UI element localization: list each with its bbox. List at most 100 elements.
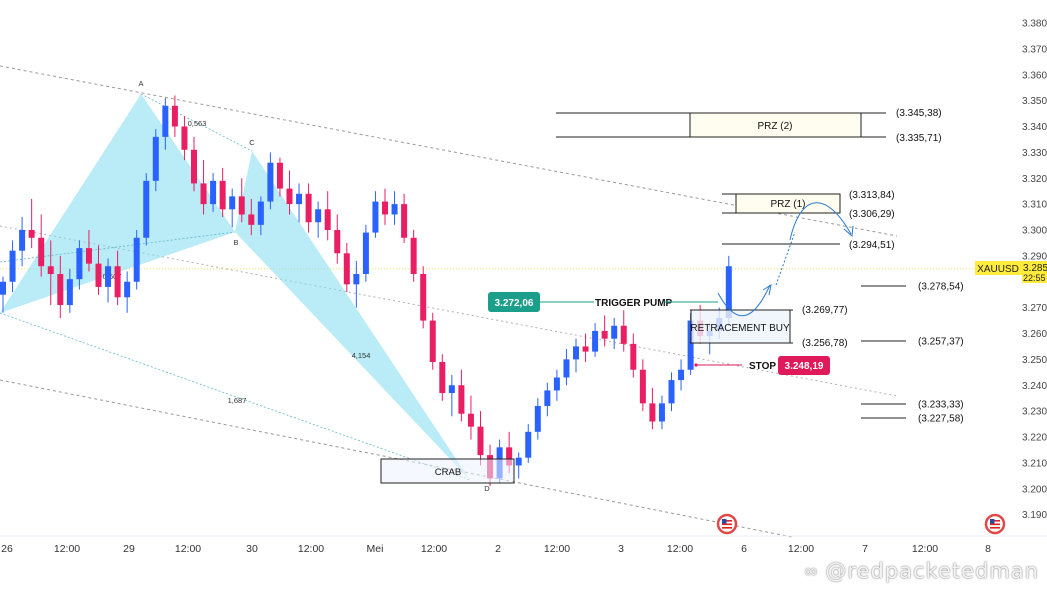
candle-body xyxy=(105,266,112,287)
pattern-ac-line xyxy=(140,93,253,152)
candle-body xyxy=(429,320,436,362)
candle-body xyxy=(525,431,532,458)
us-flag-icon xyxy=(990,527,1000,529)
right-level-price: (3.233,33) xyxy=(918,400,964,411)
y-tick-label: 3.290 xyxy=(1022,251,1047,262)
x-tick-label: 12:00 xyxy=(298,543,324,555)
candle-body xyxy=(553,377,560,391)
x-tick-label: 12:00 xyxy=(667,543,693,555)
x-tick-label: Mei xyxy=(367,543,384,555)
weibo-swirl-icon: ∞ xyxy=(803,560,820,582)
pattern-bcd-triangle xyxy=(235,151,470,480)
x-tick-label: 26 xyxy=(1,543,13,555)
candle-body xyxy=(47,266,54,274)
y-tick-label: 3.370 xyxy=(1022,44,1047,55)
y-tick-label: 3.360 xyxy=(1022,70,1047,81)
watermark-text: @redpacketedman xyxy=(825,559,1039,583)
crab-box xyxy=(380,458,515,484)
x-tick-label: 8 xyxy=(985,543,991,555)
candle-body xyxy=(678,369,685,381)
candle-body xyxy=(334,230,341,254)
trigger-price-tag xyxy=(488,292,540,312)
trigger-label: TRIGGER PUMP xyxy=(595,298,673,309)
us-flag-icon xyxy=(990,523,1000,526)
candle-body xyxy=(286,188,293,205)
candle-body xyxy=(276,162,283,189)
y-tick-label: 3.350 xyxy=(1022,96,1047,107)
candle-body xyxy=(467,413,474,427)
prz2-box xyxy=(689,112,862,138)
pattern-ratio-label: 4,154 xyxy=(352,351,371,360)
channel-upper-line xyxy=(0,65,898,237)
x-tick-label: 12:00 xyxy=(54,543,80,555)
right-level-price: (3.227,58) xyxy=(918,414,964,425)
projection-dip-path xyxy=(717,284,771,317)
candle-body xyxy=(133,237,140,282)
pattern-xd-line xyxy=(0,312,471,481)
candle-body xyxy=(66,279,73,306)
candle-body xyxy=(658,403,665,422)
candle-body xyxy=(76,248,83,280)
x-tick-label: 6 xyxy=(741,543,747,555)
candle-body xyxy=(210,180,217,205)
y-tick-label: 3.240 xyxy=(1022,381,1047,392)
candle-body xyxy=(124,281,131,298)
prz1-label: PRZ (1) xyxy=(771,199,806,210)
candle-body xyxy=(687,320,694,370)
candle-body xyxy=(410,237,417,274)
candle-body xyxy=(506,447,513,466)
y-tick-label: 3.310 xyxy=(1022,200,1047,211)
x-tick-label: 12:00 xyxy=(788,543,814,555)
stop-label: STOP xyxy=(749,361,776,372)
us-flag-icon xyxy=(722,523,732,526)
candle-body xyxy=(592,330,599,352)
candle-body xyxy=(620,325,627,344)
pattern-point-label: D xyxy=(484,484,490,493)
candle-body xyxy=(57,273,64,306)
candle-body xyxy=(343,253,350,285)
x-tick-label: 2 xyxy=(495,543,501,555)
candle-body xyxy=(391,204,398,215)
candle-body xyxy=(114,266,121,298)
us-flag-icon xyxy=(722,520,732,522)
x-tick-label: 12:00 xyxy=(912,543,938,555)
candle-body xyxy=(95,263,102,287)
x-tick-label: 12:00 xyxy=(421,543,447,555)
candle-body xyxy=(152,136,159,181)
candle-body xyxy=(171,105,178,127)
candle-body xyxy=(515,457,522,466)
candle-body xyxy=(257,201,264,225)
projection-arrow-1 xyxy=(762,283,772,296)
prz2-bottom-price: (3.335,71) xyxy=(896,133,942,144)
right-level-price: (3.278,54) xyxy=(918,282,964,293)
candle-body xyxy=(229,196,236,210)
projection-peak-path xyxy=(789,202,852,241)
trigger-price: 3.272,06 xyxy=(495,298,534,309)
prz1-bottom-price: (3.294,51) xyxy=(849,240,895,251)
candle-body xyxy=(362,232,369,274)
candle-body xyxy=(639,369,646,404)
axes-group: 26 12:00 29 12:00 30 12:00 Mei 12:00 2 12:00 3 12:0… xyxy=(0,19,1047,555)
harmonic-pattern: A B C D 0,563 0,607 4,154 1,687 xyxy=(0,79,490,493)
candle-body xyxy=(324,209,331,230)
crab-label: CRAB xyxy=(435,467,461,478)
y-tick-label: 3.260 xyxy=(1022,329,1047,340)
candle-body xyxy=(38,237,45,267)
pattern-xb-line xyxy=(0,231,236,263)
y-tick-label: 3.300 xyxy=(1022,226,1047,237)
retracement-top-price: (3.269,77) xyxy=(802,305,848,316)
candle-body xyxy=(219,180,226,210)
candle-body xyxy=(668,380,675,404)
stop-price-tag xyxy=(778,356,830,375)
stop-price: 3.248,19 xyxy=(785,361,824,372)
projection-rise-dashed xyxy=(775,231,796,286)
candle-body xyxy=(420,273,427,321)
candle-body xyxy=(267,162,274,202)
y-tick-label: 3.380 xyxy=(1022,19,1047,30)
candle-body xyxy=(19,230,26,251)
stop-dot xyxy=(694,363,698,367)
candle-body xyxy=(573,346,579,360)
candle-body xyxy=(601,330,608,339)
